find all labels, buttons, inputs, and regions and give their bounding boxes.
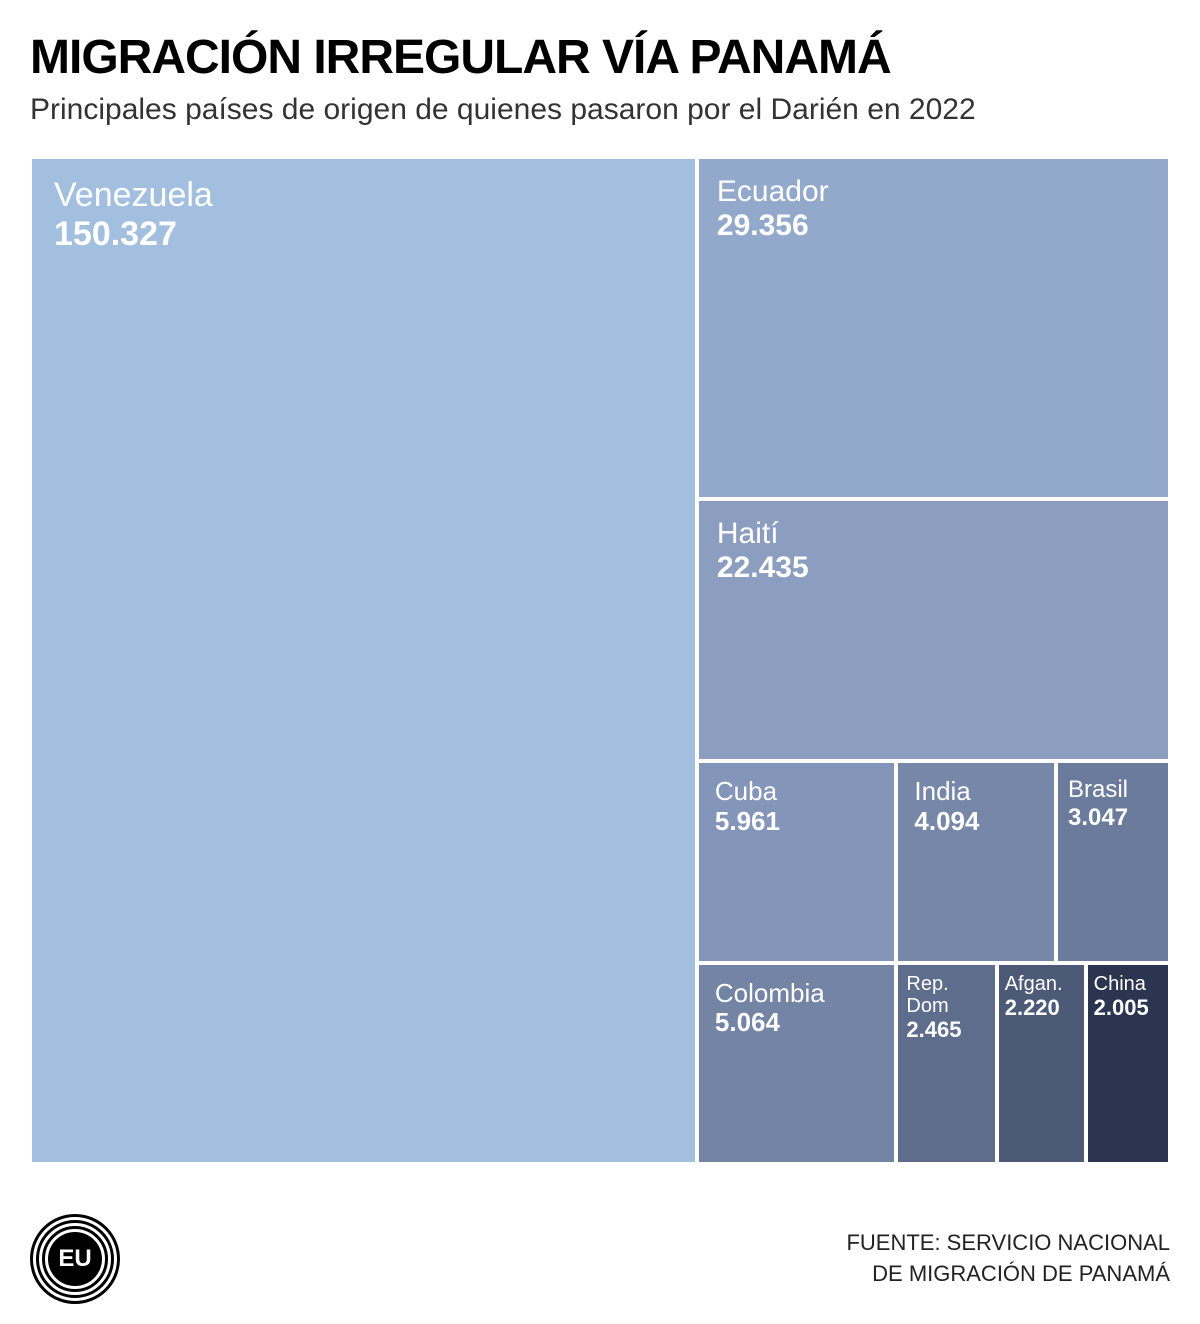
treemap-cell-cuba: Cuba5.961: [697, 761, 897, 962]
cell-value: 29.356: [717, 208, 1150, 244]
source-attribution: FUENTE: SERVICIO NACIONAL DE MIGRACIÓN D…: [846, 1228, 1170, 1290]
treemap-cell-colombia: Colombia5.064: [697, 963, 897, 1164]
cell-value: 5.961: [715, 806, 879, 837]
treemap-cell-afgan: Afgan.2.220: [997, 963, 1086, 1164]
cell-label: Colombia: [715, 979, 879, 1008]
cell-value: 2.005: [1094, 995, 1162, 1021]
treemap-cell-ecuador: Ecuador29.356: [697, 157, 1170, 499]
treemap-cell-venezuela: Venezuela150.327: [30, 157, 697, 1164]
treemap-cell-haiti: Haití22.435: [697, 499, 1170, 761]
cell-value: 150.327: [54, 214, 673, 255]
treemap-chart: Venezuela150.327Ecuador29.356Haití22.435…: [30, 157, 1170, 1164]
cell-label: Afgan.: [1005, 973, 1078, 995]
source-line: FUENTE: SERVICIO NACIONAL: [846, 1228, 1170, 1259]
cell-value: 2.220: [1005, 995, 1078, 1021]
cell-value: 22.435: [717, 550, 1150, 586]
treemap-cell-brasil: Brasil3.047: [1056, 761, 1170, 962]
cell-label: Rep. Dom: [906, 973, 986, 1017]
cell-label: Venezuela: [54, 177, 673, 214]
cell-label: Cuba: [715, 777, 879, 806]
cell-value: 4.094: [914, 806, 1038, 837]
cell-value: 5.064: [715, 1007, 879, 1038]
cell-label: Ecuador: [717, 175, 1150, 208]
cell-label: India: [914, 777, 1038, 806]
cell-label: China: [1094, 973, 1162, 995]
logo-ring: [42, 1226, 108, 1292]
cell-value: 3.047: [1068, 804, 1158, 833]
source-line: DE MIGRACIÓN DE PANAMÁ: [846, 1259, 1170, 1290]
treemap-cell-repdom: Rep. Dom2.465: [896, 963, 996, 1164]
cell-value: 2.465: [906, 1017, 986, 1043]
treemap-cell-china: China2.005: [1086, 963, 1170, 1164]
chart-title: MIGRACIÓN IRREGULAR VÍA PANAMÁ: [30, 30, 1170, 85]
treemap-cell-india: India4.094: [896, 761, 1056, 962]
chart-subtitle: Principales países de origen de quienes …: [30, 93, 1170, 127]
cell-label: Brasil: [1068, 777, 1158, 803]
cell-label: Haití: [717, 517, 1150, 550]
footer: EU FUENTE: SERVICIO NACIONAL DE MIGRACIÓ…: [30, 1204, 1170, 1304]
source-logo: EU: [30, 1214, 120, 1304]
